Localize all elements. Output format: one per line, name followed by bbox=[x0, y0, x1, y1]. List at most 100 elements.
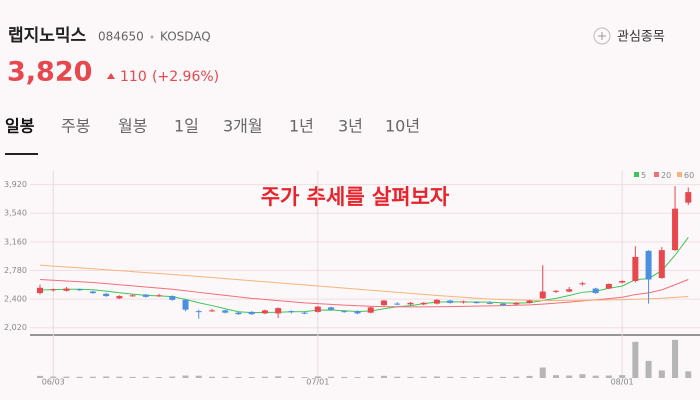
y-tick-label: 3,160 bbox=[4, 237, 27, 246]
y-tick-label: 2,780 bbox=[4, 266, 27, 275]
candle-body bbox=[156, 295, 163, 297]
candle-body bbox=[50, 289, 57, 291]
candle-body bbox=[89, 291, 96, 294]
candle-body bbox=[460, 301, 467, 303]
volume-bar bbox=[354, 377, 361, 378]
candle-body bbox=[275, 308, 282, 314]
candle-body bbox=[301, 312, 308, 314]
candle-body bbox=[579, 283, 586, 285]
volume-bar bbox=[645, 360, 652, 378]
candle-body bbox=[645, 250, 652, 280]
candle-body bbox=[513, 302, 520, 305]
candle-body bbox=[380, 300, 387, 306]
candle-body bbox=[672, 208, 679, 251]
volume-bar bbox=[460, 377, 467, 378]
stock-code: 084650 bbox=[98, 30, 144, 44]
volume-bar bbox=[195, 375, 202, 378]
candle-body bbox=[222, 310, 229, 313]
candle-body bbox=[367, 307, 374, 313]
volume-bar bbox=[156, 377, 163, 378]
volume-bar bbox=[566, 375, 573, 378]
watch-button[interactable]: 관심종목 bbox=[593, 27, 665, 45]
volume-bar bbox=[248, 377, 255, 378]
volume-bar bbox=[182, 375, 189, 378]
volume-bar bbox=[658, 370, 665, 378]
volume-bar bbox=[447, 376, 454, 378]
candle-body bbox=[552, 290, 559, 292]
volume-bar bbox=[685, 371, 692, 378]
candle-body bbox=[37, 287, 43, 294]
volume-bar bbox=[619, 375, 626, 378]
x-tick-label: 06/03 bbox=[42, 378, 65, 387]
candle-body bbox=[685, 192, 692, 203]
tab[interactable]: 3개월 bbox=[223, 117, 263, 136]
y-tick-label: 2,020 bbox=[4, 323, 27, 332]
tab[interactable]: 1년 bbox=[289, 117, 314, 136]
legend-swatch bbox=[677, 172, 682, 177]
candle-body bbox=[500, 303, 507, 306]
volume-bar bbox=[261, 376, 268, 378]
stock-name: 랩지노믹스 bbox=[8, 26, 87, 46]
tab[interactable]: 10년 bbox=[385, 117, 420, 136]
volume-bar bbox=[539, 367, 546, 378]
volume-bar bbox=[513, 376, 520, 378]
volume-bar bbox=[50, 376, 57, 378]
legend-label: 60 bbox=[684, 171, 694, 180]
volume-bar bbox=[433, 376, 440, 378]
separator-dot bbox=[150, 35, 154, 39]
legend-label: 5 bbox=[641, 171, 646, 180]
tab[interactable]: 3년 bbox=[338, 117, 363, 136]
volume-bar bbox=[592, 375, 599, 378]
volume-bar bbox=[89, 376, 96, 378]
volume-bar bbox=[632, 341, 639, 378]
volume-bar bbox=[473, 377, 480, 378]
y-tick-label: 3,920 bbox=[4, 180, 27, 189]
candle-body bbox=[407, 302, 414, 305]
candle-body bbox=[129, 295, 136, 297]
volume-bar bbox=[605, 375, 612, 378]
volume-bar bbox=[275, 376, 282, 378]
up-arrow bbox=[107, 73, 115, 79]
price: 3,820 bbox=[7, 57, 92, 88]
volume-bar bbox=[328, 376, 335, 378]
volume-bar bbox=[579, 374, 586, 378]
watch-label[interactable]: 관심종목 bbox=[617, 30, 665, 45]
candle-body bbox=[182, 299, 189, 310]
moving-average bbox=[39, 237, 689, 314]
volume-bar bbox=[314, 376, 321, 378]
volume-bar bbox=[63, 376, 70, 378]
candle-body bbox=[261, 310, 268, 314]
y-tick-label: 3,540 bbox=[4, 209, 27, 218]
candle-body bbox=[632, 256, 639, 282]
legend-label: 20 bbox=[661, 171, 671, 180]
tab[interactable]: 주봉 bbox=[61, 117, 90, 136]
volume-bar bbox=[420, 376, 427, 378]
volume-bar bbox=[526, 375, 533, 378]
volume-bar bbox=[486, 376, 493, 378]
volume-bar bbox=[301, 377, 308, 378]
volume-bar bbox=[103, 376, 110, 378]
candle-body bbox=[195, 311, 202, 313]
change-pct: (+2.96%) bbox=[152, 69, 219, 85]
legend-swatch bbox=[654, 172, 659, 177]
candle-body bbox=[420, 302, 427, 305]
candle-body bbox=[103, 293, 110, 297]
candle-body bbox=[486, 302, 493, 304]
volume-bar bbox=[341, 376, 348, 378]
candle-body bbox=[592, 288, 599, 294]
moving-average bbox=[39, 279, 689, 308]
candle-body bbox=[63, 288, 70, 291]
change: 110 bbox=[120, 69, 147, 85]
tab[interactable]: 일봉 bbox=[5, 117, 35, 136]
volume-bar bbox=[672, 339, 679, 378]
volume-bar bbox=[288, 376, 295, 378]
volume-bar bbox=[235, 376, 242, 378]
tab[interactable]: 1일 bbox=[174, 117, 199, 136]
candle-body bbox=[76, 289, 83, 291]
volume-bar bbox=[129, 376, 136, 378]
x-tick-label: 07/01 bbox=[306, 378, 329, 387]
volume-bar bbox=[367, 376, 374, 378]
tab[interactable]: 월봉 bbox=[118, 117, 147, 136]
volume-bar bbox=[500, 376, 507, 378]
volume-bar bbox=[552, 375, 559, 378]
